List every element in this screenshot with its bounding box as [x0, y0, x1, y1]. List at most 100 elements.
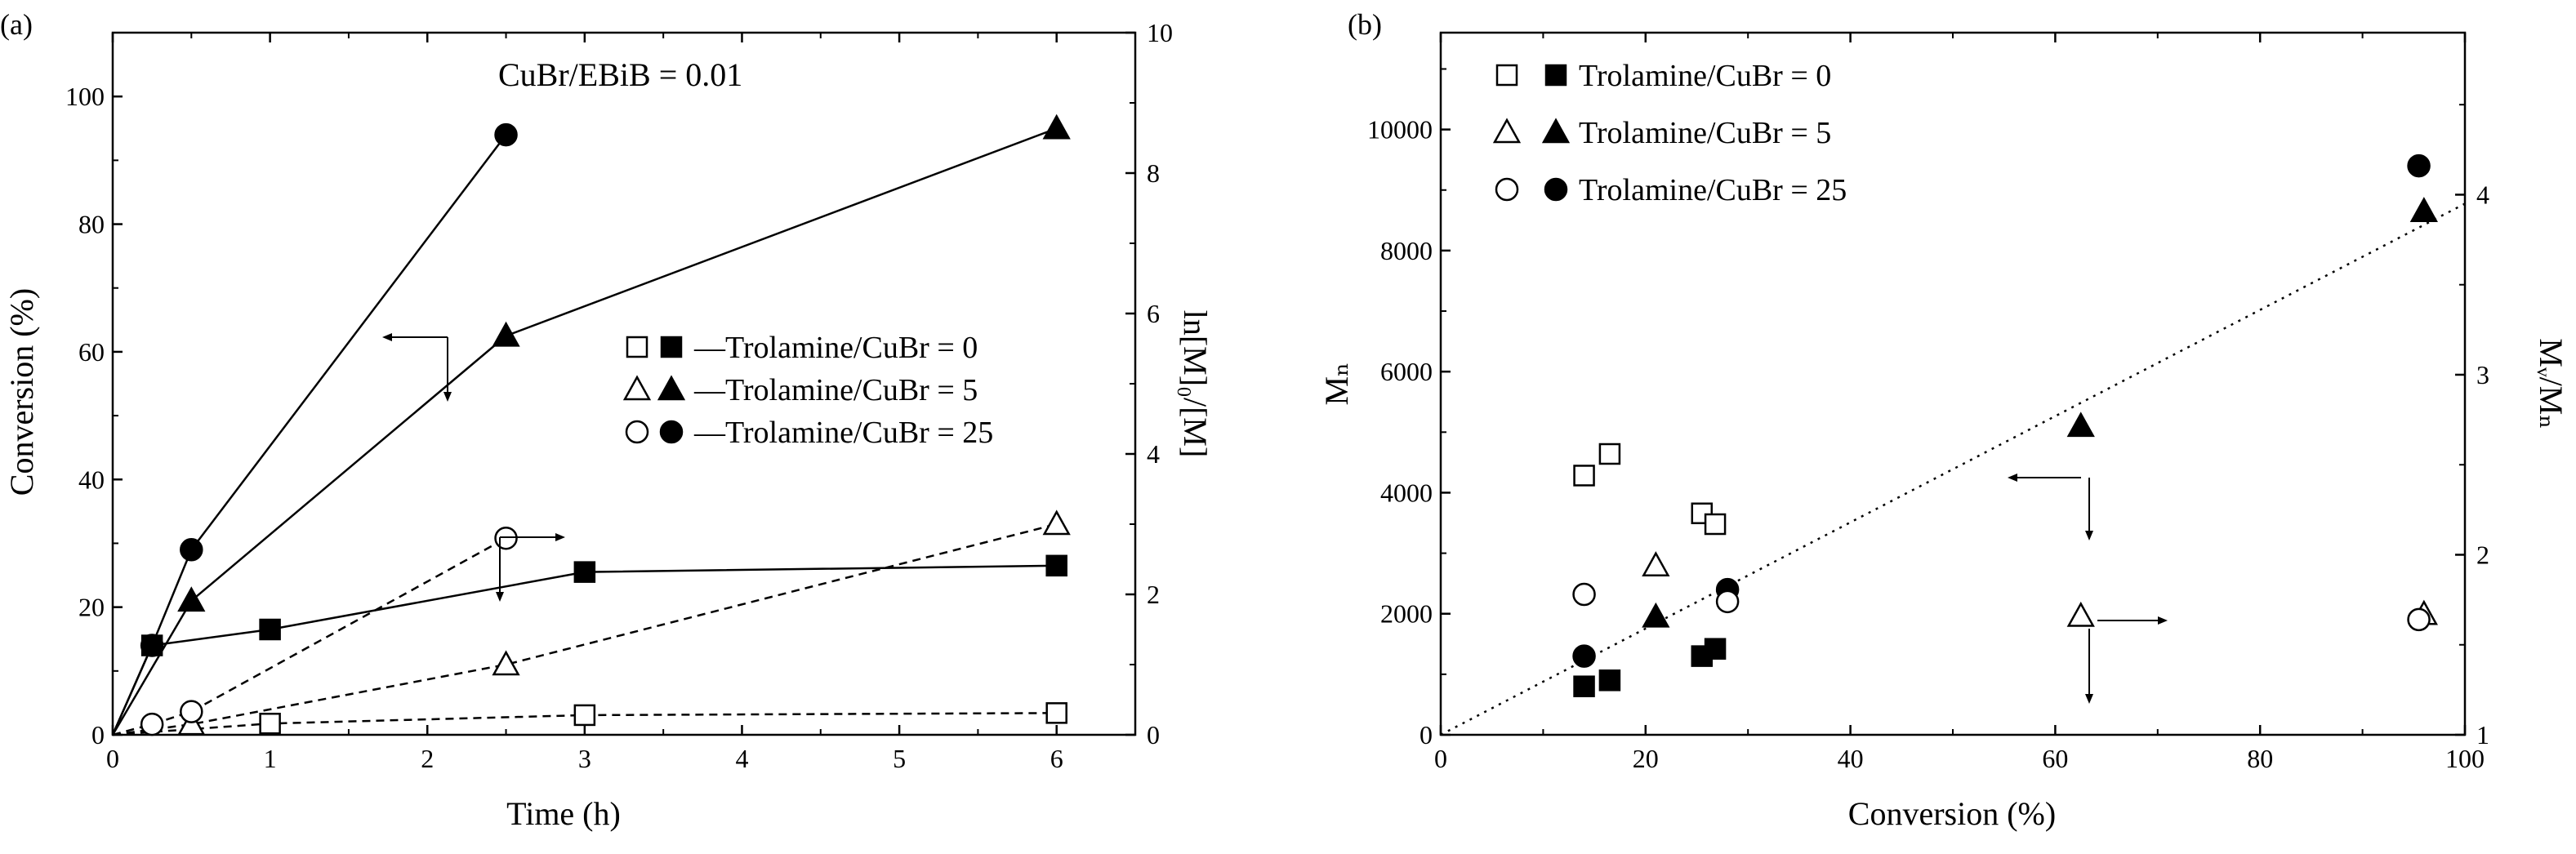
data-point-triangle-open: [1642, 551, 1670, 576]
legend-marker-filled: [1544, 64, 1567, 87]
data-point-triangle-filled: [492, 321, 520, 347]
panel-b-y-right-axis-label: Mᵥ/Mₙ: [2533, 338, 2569, 429]
x-tick-label: 80: [2247, 744, 2273, 773]
data-point-square-open: [1704, 513, 1727, 536]
y-right-tick-label: 1: [2476, 720, 2489, 749]
arrowhead-icon: [555, 533, 565, 541]
arrowhead-icon: [2008, 474, 2017, 482]
panel-a-label: (a): [0, 8, 33, 41]
x-tick-label: 40: [1838, 744, 1864, 773]
legend-marker-filled: [660, 336, 683, 358]
data-point-square-open: [573, 704, 596, 727]
x-tick-label: 0: [1434, 744, 1447, 773]
panel-a-series-lines: [111, 127, 1058, 736]
data-point-circle-filled: [494, 122, 518, 147]
data-point-circle-filled: [2407, 153, 2431, 178]
y-left-tick-label: 40: [78, 465, 105, 494]
legend-label: Trolamine/CuBr = 0: [1579, 59, 1831, 93]
legend-label: —Trolamine/CuBr = 0: [693, 331, 978, 365]
legend-marker-filled: [1544, 177, 1568, 202]
series-line: [112, 712, 1057, 736]
arrowhead-icon: [2085, 531, 2093, 540]
panel-a-axis-arrows: [382, 333, 565, 602]
data-point-triangle-filled: [1042, 113, 1071, 140]
data-point-square-filled: [1045, 554, 1067, 577]
y-left-tick-label: 10000: [1367, 115, 1433, 145]
y-left-tick-label: 80: [78, 210, 105, 239]
x-tick-label: 5: [893, 744, 906, 773]
series-line: [111, 127, 1058, 736]
data-point-circle-open: [2407, 607, 2431, 632]
legend-marker-open: [622, 375, 652, 401]
panel-b-label: (b): [1348, 8, 1382, 41]
x-tick-label: 2: [421, 744, 434, 773]
data-point-square-open: [1045, 702, 1067, 724]
arrowhead-icon: [2085, 694, 2093, 704]
panel-a-x-ticks: 0 1 2 3 4 5 6: [106, 33, 1063, 773]
data-point-square-filled: [1704, 638, 1727, 660]
data-point-triangle-open: [492, 650, 520, 676]
legend-label: Trolamine/CuBr = 25: [1579, 173, 1847, 207]
legend-marker-open: [626, 336, 648, 358]
legend-marker-open: [1495, 177, 1519, 202]
panel-b-markers: [1572, 153, 2438, 697]
y-right-tick-label: 2: [2476, 540, 2489, 569]
legend-marker-filled: [657, 375, 686, 401]
y-left-tick-label: 0: [1419, 720, 1433, 749]
series-line: [112, 523, 1058, 736]
y-left-tick-label: 6000: [1380, 357, 1433, 386]
panel-a-legend: —Trolamine/CuBr = 0 —Trolamine/CuBr = 5 —T…: [622, 331, 993, 450]
data-point-square-filled: [259, 618, 281, 641]
x-tick-label: 20: [1633, 744, 1659, 773]
y-right-tick-label: 10: [1147, 18, 1173, 47]
panel-a-y-left-axis-label: Conversion (%): [3, 288, 40, 496]
data-point-square-filled: [573, 561, 596, 583]
panel-a-x-axis-label: Time (h): [506, 795, 621, 832]
panel-b-x-axis-label: Conversion (%): [1848, 795, 2056, 832]
panel-a-markers: [140, 113, 1071, 736]
data-point-triangle-filled: [2409, 197, 2438, 222]
legend-label: —Trolamine/CuBr = 5: [693, 373, 978, 407]
data-point-square-filled: [1573, 675, 1595, 697]
panel-b-chart: (b) 0 20 40 60 80 100 0200040006000800010000 …: [1318, 8, 2569, 832]
y-left-tick-label: 4000: [1380, 478, 1433, 507]
x-tick-label: 3: [578, 744, 591, 773]
arrowhead-icon: [382, 333, 392, 341]
x-tick-label: 60: [2042, 744, 2068, 773]
x-tick-label: 6: [1050, 744, 1063, 773]
panel-a-annotation: CuBr/EBiB = 0.01: [498, 56, 742, 93]
arrowhead-icon: [2158, 616, 2168, 625]
data-point-square-open: [1598, 443, 1621, 465]
legend-label: —Trolamine/CuBr = 25: [693, 416, 993, 450]
y-right-tick-label: 4: [2476, 180, 2489, 209]
x-tick-label: 1: [264, 744, 277, 773]
y-left-tick-label: 8000: [1380, 236, 1433, 265]
legend-marker-open: [1495, 64, 1518, 87]
y-right-tick-label: 2: [1147, 580, 1160, 609]
legend-marker-open: [1492, 118, 1522, 144]
panel-b-x-ticks: 0 20 40 60 80 100: [1434, 33, 2485, 773]
data-point-triangle-open: [2066, 601, 2095, 627]
panel-b-axis-arrows: [2008, 474, 2168, 704]
panel-b-y-right-ticks: 1 2 3 4: [2455, 104, 2489, 749]
data-point-triangle-filled: [1642, 602, 1670, 628]
x-tick-label: 4: [735, 744, 748, 773]
panel-b-y-left-axis-label: Mₙ: [1318, 363, 1355, 406]
data-point-circle-open: [494, 526, 518, 550]
panel-a-y-right-ticks: 0 2 4 6 8 10: [1125, 18, 1173, 749]
data-point-triangle-filled: [2066, 411, 2095, 438]
y-right-tick-label: 3: [2476, 360, 2489, 389]
arrowhead-icon: [496, 592, 504, 602]
series-line: [112, 537, 507, 736]
data-point-triangle-filled: [177, 586, 206, 612]
data-point-circle-open: [1715, 589, 1740, 614]
data-point-circle-open: [140, 712, 164, 736]
y-right-tick-label: 4: [1147, 439, 1160, 469]
panel-b-legend: Trolamine/CuBr = 0 Trolamine/CuBr = 5 Trol…: [1492, 59, 1847, 207]
arrowhead-icon: [443, 392, 452, 402]
panel-a-y-left-ticks: 0 20 40 60 80 100: [65, 82, 123, 749]
panel-a-y-right-axis-label: ln[M]₀/[M]: [1177, 310, 1214, 458]
legend-marker-filled: [659, 420, 684, 444]
series-line: [111, 134, 507, 736]
